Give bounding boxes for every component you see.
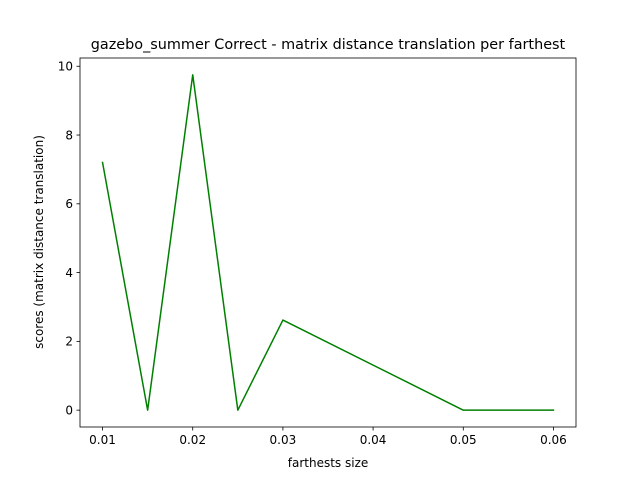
x-tick-label: 0.01 — [89, 433, 116, 447]
x-tick-label: 0.05 — [450, 433, 477, 447]
x-tick-label: 0.04 — [360, 433, 387, 447]
chart-title: gazebo_summer Correct - matrix distance … — [91, 37, 566, 53]
x-tick-label: 0.03 — [270, 433, 297, 447]
y-tick-label: 0 — [65, 403, 73, 417]
axes-frame — [79, 57, 577, 428]
x-tick-label: 0.06 — [540, 433, 567, 447]
y-tick-label: 6 — [65, 197, 73, 211]
y-tick-label: 10 — [58, 60, 73, 74]
plot-area: 0.01 0.02 0.03 0.04 0.05 0.06 0 2 4 6 8 10 — [58, 57, 577, 447]
x-tick-label: 0.02 — [179, 433, 206, 447]
y-tick-label: 2 — [65, 335, 73, 349]
y-tick-label: 4 — [65, 266, 73, 280]
x-axis-label: farthests size — [288, 456, 369, 470]
y-tick-label: 8 — [65, 128, 73, 142]
y-axis-label: scores (matrix distance translation) — [32, 135, 46, 349]
